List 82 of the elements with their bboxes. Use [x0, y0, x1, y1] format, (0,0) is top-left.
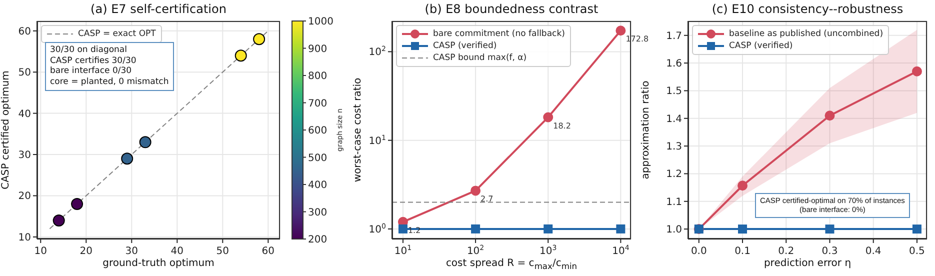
- y-tick-label: 1.3: [666, 142, 682, 153]
- x-tick-label: 10$^{1}$: [394, 244, 412, 257]
- point: [912, 66, 922, 76]
- annotation: CASP certifies 30/30: [50, 56, 138, 66]
- point: [470, 186, 481, 196]
- color-bar-label: 200: [308, 234, 328, 246]
- point: [824, 110, 835, 121]
- legend-label: bare commitment (no fallback): [433, 28, 565, 40]
- color-bar-label: 900: [308, 44, 328, 55]
- x-tick-label: 10$^{3}$: [540, 244, 557, 257]
- annotation: bare interface 0/30: [50, 66, 133, 77]
- chart-title: (c) E10 consistency--robustness: [710, 2, 904, 16]
- y-axis-title: CASP certified optimum: [0, 70, 12, 190]
- y-tick-label: 1.1: [666, 196, 682, 208]
- y-tick-label: 10$^{1}$: [368, 134, 386, 147]
- x-tick-label: 40: [170, 246, 184, 257]
- color-bar-label: 500: [308, 152, 328, 164]
- x-tick-label: 10: [34, 246, 48, 257]
- point: [616, 224, 626, 234]
- point: [121, 152, 134, 165]
- legend-label: CASP bound max(f, α): [433, 52, 527, 64]
- point: [825, 224, 834, 234]
- x-tick-label: 10$^{4}$: [612, 244, 630, 257]
- y-tick-label: 20: [18, 191, 31, 202]
- color-bar-label: 400: [308, 180, 328, 191]
- color-bar-label: 800: [308, 71, 328, 82]
- y-tick-label: 1.5: [666, 86, 682, 98]
- x-tick-label: 30: [125, 246, 138, 257]
- annotation: 30/30 on diagonal: [50, 45, 128, 56]
- x-axis-title: cost spread R = c$_{max}$/c$_{min}$: [444, 258, 578, 271]
- y-tick-label: 10$^{2}$: [368, 45, 386, 58]
- y-tick-label: 60: [18, 26, 31, 38]
- point: [139, 136, 152, 148]
- chart-title: (a) E7 self-certification: [90, 2, 228, 16]
- y-tick-label: 1.4: [666, 114, 682, 125]
- x-tick-label: 0.5: [909, 246, 925, 257]
- y-tick-label: 30: [18, 150, 31, 162]
- y-tick-label: 10$^{0}$: [368, 222, 386, 236]
- legend-label: CASP (verified): [729, 40, 793, 52]
- annotation: core = planted, 0 mismatch: [50, 76, 169, 88]
- chart-title: (b) E8 boundedness contrast: [424, 2, 600, 16]
- x-tick-label: 0.1: [734, 246, 750, 257]
- x-axis-title: ground-truth optimum: [102, 258, 216, 269]
- x-tick-label: 0.2: [778, 246, 794, 257]
- data-label: 18.2: [553, 121, 571, 130]
- color-bar-label: 300: [308, 207, 328, 218]
- legend-label: CASP (verified): [433, 40, 497, 52]
- point: [253, 33, 266, 46]
- x-tick-label: 10$^{2}$: [466, 244, 484, 257]
- point: [71, 198, 84, 210]
- x-tick-label: 0.4: [865, 246, 882, 257]
- point: [738, 180, 748, 191]
- y-tick-label: 40: [18, 108, 31, 120]
- point: [52, 214, 65, 226]
- y-tick-label: 1.6: [666, 58, 682, 70]
- point: [471, 224, 480, 234]
- legend-label: CASP = exact OPT: [78, 28, 156, 40]
- point: [234, 50, 247, 62]
- x-axis-title: prediction error η: [762, 258, 852, 269]
- x-tick-label: 20: [80, 246, 93, 257]
- point: [912, 224, 922, 234]
- data-label: 2.7: [480, 194, 494, 204]
- x-tick-label: 0.3: [822, 246, 838, 257]
- x-tick-label: 50: [216, 246, 230, 257]
- y-tick-label: 1.2: [666, 169, 682, 180]
- point: [543, 112, 554, 122]
- color-bar-label: 700: [308, 98, 328, 110]
- y-tick-label: 1.0: [666, 224, 682, 236]
- point: [616, 26, 626, 36]
- y-tick-label: 1.7: [666, 30, 682, 42]
- point: [544, 224, 553, 234]
- x-tick-label: 60: [262, 246, 275, 257]
- x-tick-label: 0.0: [690, 246, 707, 257]
- point: [738, 224, 748, 234]
- y-tick-label: 50: [18, 68, 31, 79]
- point: [398, 224, 408, 234]
- color-bar-label: 1000: [308, 16, 334, 28]
- color-bar-label: 600: [308, 126, 328, 136]
- y-axis-title: worst-case cost ratio: [352, 78, 364, 182]
- legend-label: baseline as published (uncombined): [729, 28, 884, 40]
- y-tick-label: 10: [18, 232, 31, 244]
- y-axis-title: approximation ratio: [640, 80, 652, 180]
